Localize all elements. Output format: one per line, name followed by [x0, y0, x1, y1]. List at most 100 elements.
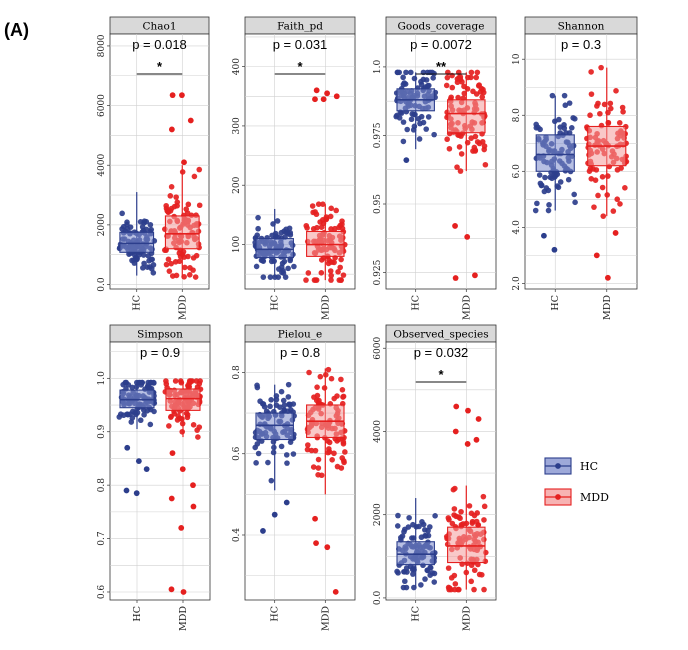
y-tick-label: 10 [512, 53, 522, 65]
data-point [423, 533, 429, 539]
data-point [432, 513, 438, 519]
data-point [197, 378, 203, 384]
data-point [556, 116, 562, 123]
data-point [565, 176, 572, 183]
outlier-point [473, 436, 480, 443]
data-point [549, 92, 556, 99]
outlier-point [179, 92, 185, 99]
data-point [405, 524, 412, 530]
data-point [325, 366, 332, 373]
data-point [328, 259, 334, 265]
box-hc [393, 69, 439, 164]
outlier-point [593, 252, 600, 259]
legend-item-hc: HC [544, 457, 598, 475]
data-point [394, 568, 400, 575]
y-tick-label: 2000 [373, 503, 383, 526]
data-point [190, 422, 197, 428]
box-body [164, 215, 200, 250]
y-tick-label: 0.4 [232, 528, 242, 543]
data-point [166, 268, 173, 274]
data-point [431, 131, 437, 138]
x-tick-label: MDD [461, 295, 472, 320]
data-point [396, 115, 403, 121]
y-tick-label: 1.0 [373, 59, 383, 74]
data-point [306, 369, 312, 376]
panel-title: Chao1 [142, 21, 176, 33]
data-point [448, 94, 454, 101]
data-point [254, 441, 261, 447]
panel-title: Observed_species [393, 329, 488, 341]
data-point [422, 576, 428, 582]
data-point [597, 110, 603, 117]
data-point [253, 460, 259, 466]
outlier-point [452, 223, 458, 229]
data-point [168, 260, 174, 267]
data-point [141, 260, 147, 267]
y-tick-label: 0.6 [232, 446, 242, 461]
data-point [138, 382, 144, 388]
legend-label: HC [580, 460, 598, 473]
data-point [622, 185, 628, 191]
p-value-label: p = 0.031 [273, 37, 328, 52]
data-point [481, 517, 487, 523]
data-point [328, 205, 335, 212]
data-point [194, 427, 200, 433]
data-point [283, 226, 289, 233]
data-point [127, 224, 134, 230]
data-point [547, 174, 554, 181]
data-point [328, 226, 334, 232]
x-tick-label: HC [132, 295, 143, 311]
data-point [601, 101, 608, 108]
data-point [321, 385, 328, 391]
data-point [149, 256, 155, 263]
p-value-label: p = 0.3 [561, 37, 601, 52]
x-tick-label: HC [132, 606, 143, 622]
data-point [315, 465, 322, 471]
data-point [619, 104, 626, 111]
data-point [147, 421, 154, 428]
data-point [474, 139, 481, 145]
data-point [395, 512, 401, 519]
box-mdd [443, 69, 489, 281]
data-point [304, 225, 310, 231]
data-point [536, 172, 543, 178]
data-point [179, 428, 186, 435]
outlier-point [464, 441, 471, 447]
y-tick-label: 0.6 [97, 585, 107, 600]
y-tick-label: 0.925 [373, 259, 383, 285]
data-point [265, 459, 271, 466]
data-point [458, 521, 465, 528]
data-point [285, 394, 292, 400]
data-point [287, 439, 294, 445]
data-point [174, 417, 181, 423]
data-point [394, 69, 401, 76]
data-point [163, 202, 169, 209]
y-tick-label: 2.0 [512, 276, 522, 291]
data-point [267, 403, 273, 410]
data-point [461, 90, 468, 97]
data-point [280, 397, 287, 404]
data-point [398, 534, 404, 541]
box-mdd [443, 403, 489, 593]
data-point [309, 203, 316, 209]
y-tick-label: 1.0 [97, 371, 107, 386]
data-point [587, 112, 593, 119]
data-point [588, 176, 595, 182]
data-point [457, 168, 464, 174]
data-point [423, 126, 430, 132]
data-point [400, 81, 407, 88]
data-point [271, 444, 277, 451]
panel-pielou-e: Pielou_e 0.4 0.6 0.8 HC MDD p = 0.8 [232, 324, 356, 631]
data-point [557, 179, 564, 185]
data-point [479, 572, 485, 578]
data-point [291, 263, 297, 270]
data-point [334, 393, 340, 399]
data-point [479, 94, 486, 100]
data-point [326, 446, 332, 452]
outlier-point [551, 246, 558, 253]
data-point [145, 382, 151, 389]
outlier-point [123, 487, 130, 494]
data-point [253, 263, 260, 270]
outlier-point [333, 93, 340, 100]
data-point [173, 194, 179, 200]
